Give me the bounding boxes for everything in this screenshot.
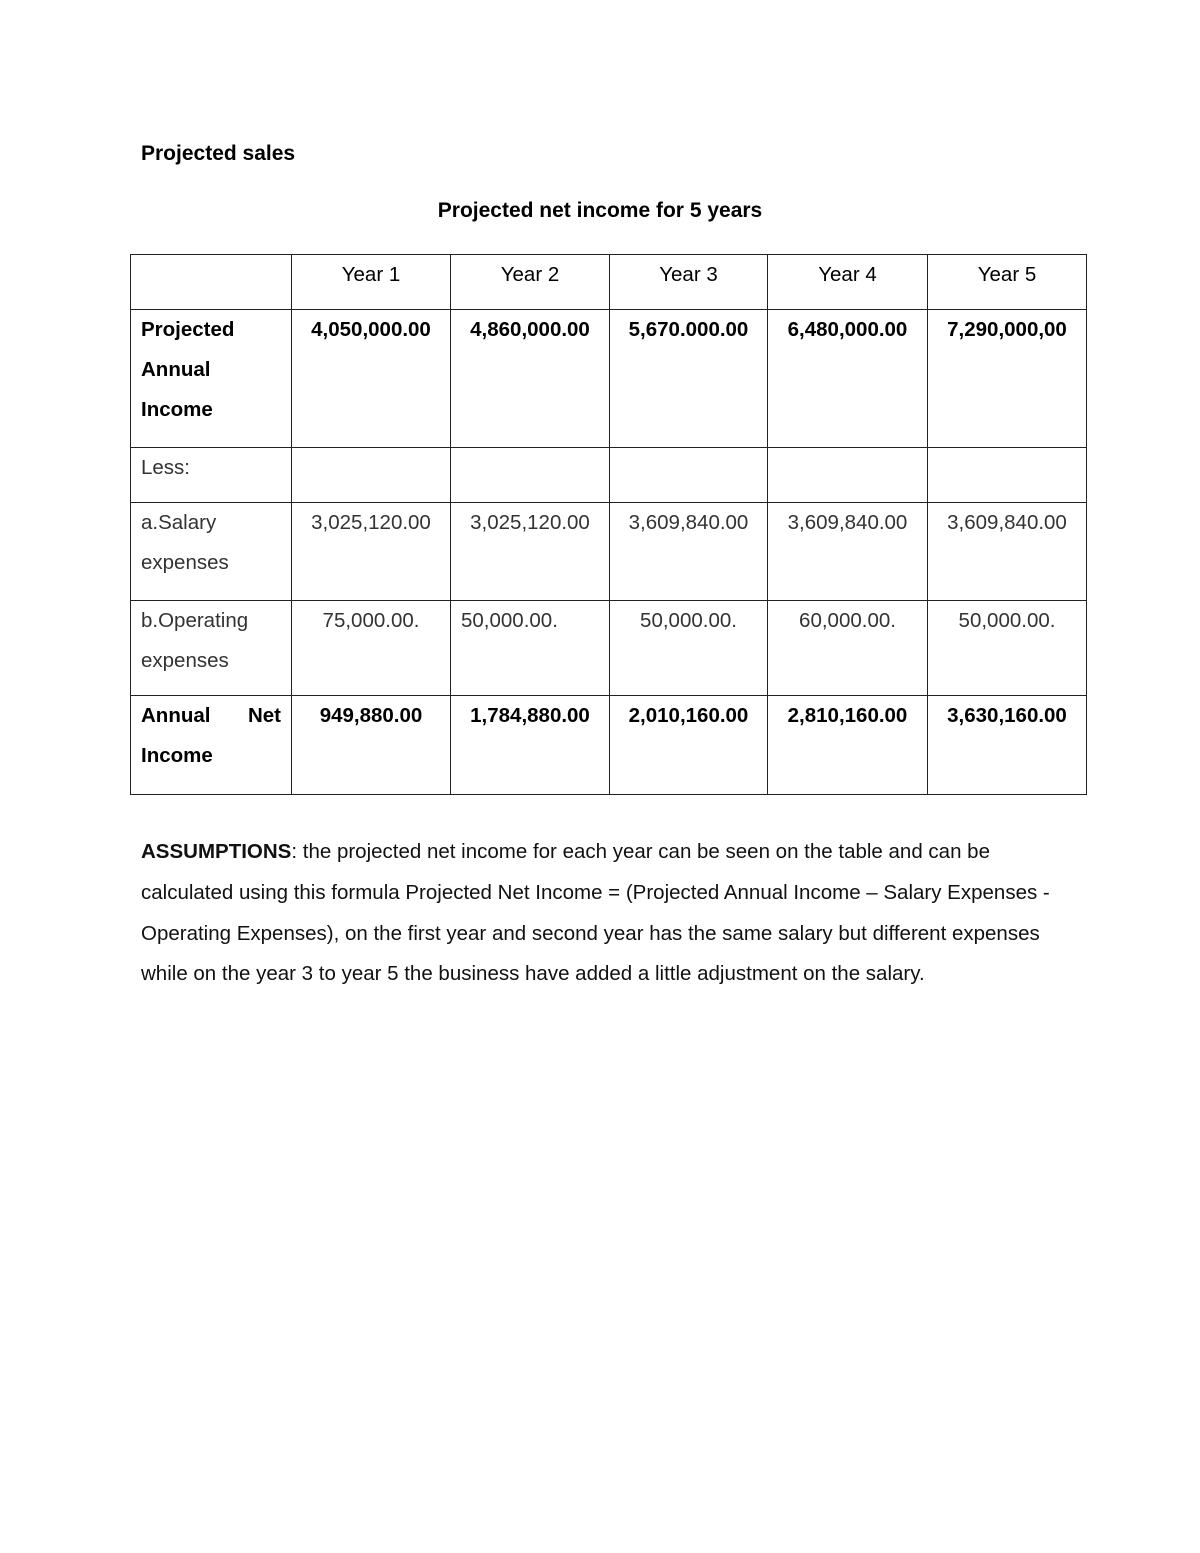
assumptions-label: ASSUMPTIONS bbox=[141, 840, 292, 863]
header-cell: Year 3 bbox=[609, 254, 768, 310]
row-label: a.Salary expenses bbox=[130, 502, 292, 601]
assumptions-paragraph: ASSUMPTIONS: the projected net income fo… bbox=[141, 832, 1061, 995]
assumptions-text: : the projected net income for each year… bbox=[141, 840, 1050, 986]
value-cell: 3,630,160.00 bbox=[927, 695, 1087, 795]
header-cell: Year 4 bbox=[767, 254, 928, 310]
value-cell: 3,025,120.00 bbox=[450, 502, 610, 601]
label-line: a.Salary bbox=[141, 511, 217, 534]
label-line: Annual bbox=[141, 358, 211, 381]
value-cell: 2,810,160.00 bbox=[767, 695, 928, 795]
value-cell: 3,609,840.00 bbox=[927, 502, 1087, 601]
value-cell: 50,000.00. bbox=[450, 600, 610, 696]
value-cell bbox=[927, 447, 1087, 503]
header-cell bbox=[130, 254, 292, 310]
table-row: a.Salary expenses 3,025,120.00 3,025,120.… bbox=[130, 502, 1087, 601]
value-cell: 50,000.00. bbox=[927, 600, 1087, 696]
header-cell: Year 1 bbox=[291, 254, 451, 310]
value-cell: 3,025,120.00 bbox=[291, 502, 451, 601]
table-row: Less: bbox=[130, 447, 1087, 503]
row-label: Projected Annual Income bbox=[130, 309, 292, 448]
label-word: Annual bbox=[141, 704, 211, 727]
value-cell: 2,010,160.00 bbox=[609, 695, 768, 795]
row-label: Annual Net Income bbox=[130, 695, 292, 795]
value-cell: 4,860,000.00 bbox=[450, 309, 610, 448]
table-row: b.Operating expenses 75,000.00. 50,000.00… bbox=[130, 600, 1087, 696]
value-cell: 1,784,880.00 bbox=[450, 695, 610, 795]
value-cell: 949,880.00 bbox=[291, 695, 451, 795]
heading: Projected sales bbox=[141, 142, 296, 165]
header-cell: Year 2 bbox=[450, 254, 610, 310]
net-income-table: Year 1 Year 2 Year 3 Year 4 Year 5 Proje… bbox=[130, 254, 1087, 795]
value-cell bbox=[291, 447, 451, 503]
label-line: expenses bbox=[141, 551, 229, 574]
value-cell bbox=[767, 447, 928, 503]
value-cell: 3,609,840.00 bbox=[609, 502, 768, 601]
value-cell: 5,670.000.00 bbox=[609, 309, 768, 448]
label-line: expenses bbox=[141, 649, 229, 672]
row-label: Less: bbox=[130, 447, 292, 503]
value-cell: 4,050,000.00 bbox=[291, 309, 451, 448]
value-cell: 60,000.00. bbox=[767, 600, 928, 696]
header-cell: Year 5 bbox=[927, 254, 1087, 310]
table-row: Projected Annual Income 4,050,000.00 4,860… bbox=[130, 309, 1087, 448]
table-title: Projected net income for 5 years bbox=[437, 199, 763, 222]
value-cell bbox=[450, 447, 610, 503]
label-line: Income bbox=[141, 744, 213, 767]
value-cell: 6,480,000.00 bbox=[767, 309, 928, 448]
label-line: Income bbox=[141, 398, 213, 421]
value-cell: 75,000.00. bbox=[291, 600, 451, 696]
label-line: Projected bbox=[141, 318, 235, 341]
table-row: Annual Net Income 949,880.00 1,784,880.00 … bbox=[130, 695, 1087, 795]
label-line: b.Operating bbox=[141, 609, 249, 632]
table-header-row: Year 1 Year 2 Year 3 Year 4 Year 5 bbox=[130, 254, 1087, 310]
row-label: b.Operating expenses bbox=[130, 600, 292, 696]
value-cell: 50,000.00. bbox=[609, 600, 768, 696]
value-cell bbox=[609, 447, 768, 503]
value-cell: 3,609,840.00 bbox=[767, 502, 928, 601]
value-cell: 7,290,000,00 bbox=[927, 309, 1087, 448]
label-word: Net bbox=[247, 704, 281, 727]
